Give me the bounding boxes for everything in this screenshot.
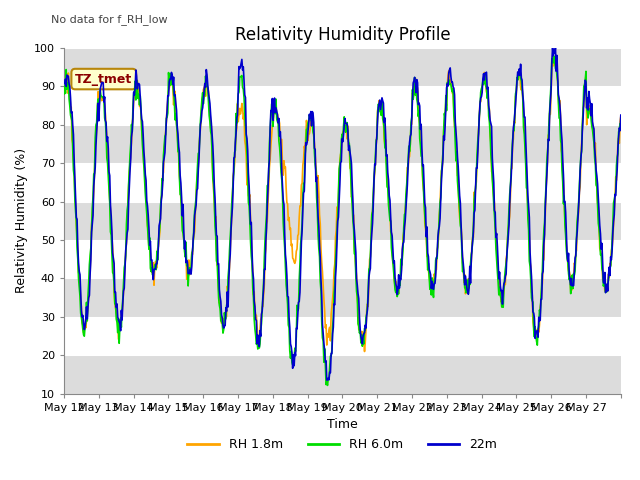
Bar	[64, 48, 621, 86]
Bar	[64, 163, 621, 202]
Text: TZ_tmet: TZ_tmet	[75, 72, 132, 85]
Bar	[64, 317, 621, 355]
Bar	[64, 240, 621, 278]
X-axis label: Time: Time	[327, 418, 358, 431]
Text: No data for f_RH_low: No data for f_RH_low	[51, 14, 168, 25]
Bar	[64, 125, 621, 163]
Y-axis label: Relativity Humidity (%): Relativity Humidity (%)	[15, 148, 28, 293]
Bar	[64, 202, 621, 240]
Title: Relativity Humidity Profile: Relativity Humidity Profile	[235, 25, 450, 44]
Bar	[64, 86, 621, 125]
Bar	[64, 355, 621, 394]
Bar	[64, 278, 621, 317]
Legend: RH 1.8m, RH 6.0m, 22m: RH 1.8m, RH 6.0m, 22m	[182, 433, 502, 456]
